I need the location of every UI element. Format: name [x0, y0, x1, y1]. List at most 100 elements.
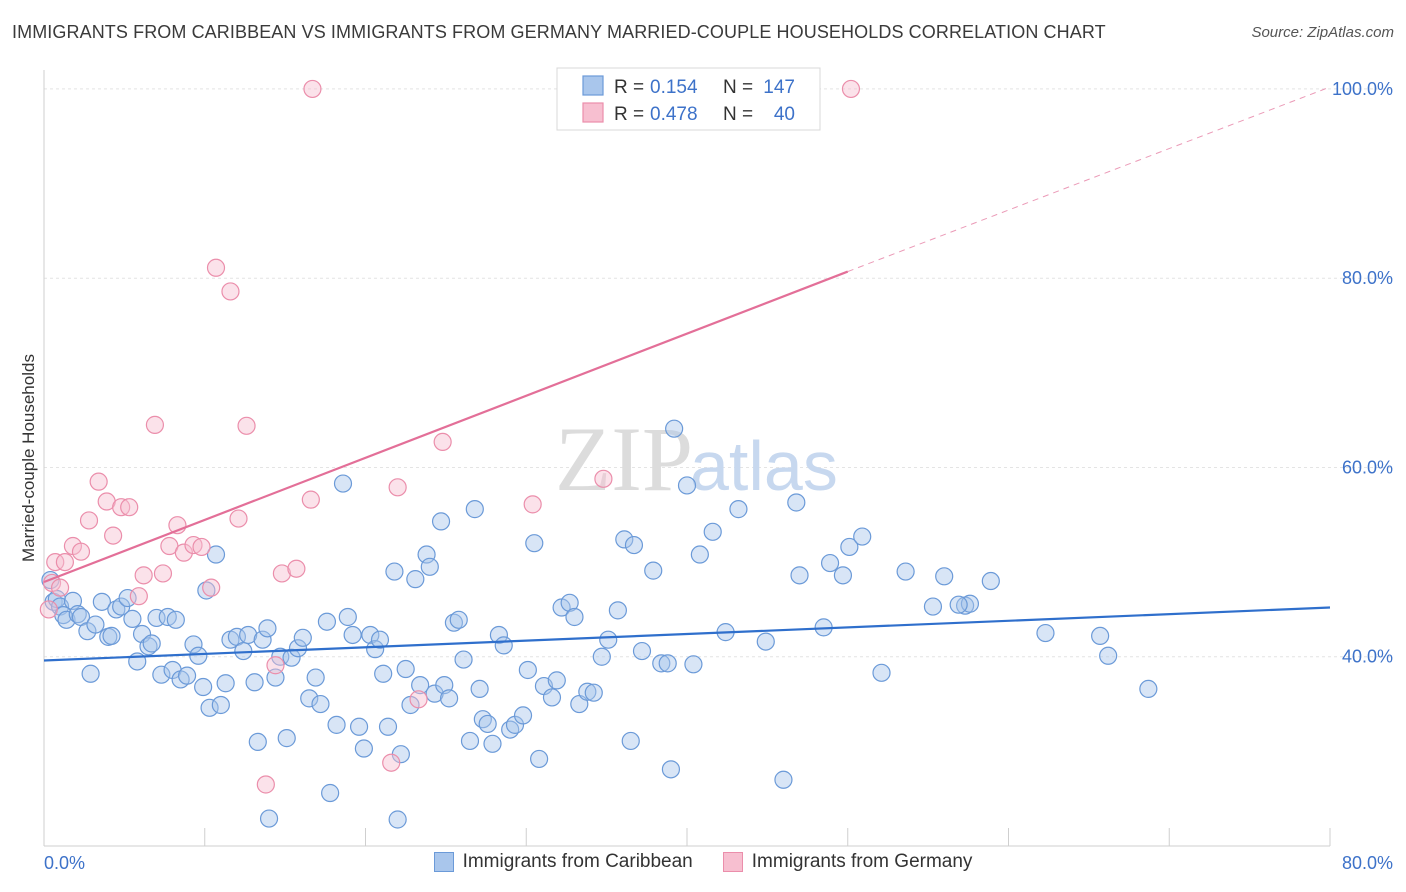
point-germany	[46, 552, 65, 572]
point-caribbean	[184, 635, 203, 654]
point-germany	[237, 416, 256, 435]
point-caribbean	[266, 668, 285, 687]
watermark-zip: ZIP	[555, 408, 693, 510]
point-germany	[174, 543, 193, 562]
point-caribbean	[449, 610, 468, 629]
point-caribbean	[677, 476, 697, 495]
point-caribbean	[277, 729, 296, 748]
point-germany	[266, 656, 285, 675]
point-germany	[382, 753, 401, 772]
series-germany-points	[39, 79, 861, 794]
point-germany	[206, 258, 226, 277]
point-caribbean	[454, 650, 473, 669]
point-germany	[303, 79, 322, 99]
y-tick-label: 80.0%	[1342, 268, 1393, 288]
point-germany	[841, 79, 861, 99]
point-caribbean	[206, 545, 226, 564]
point-germany	[104, 526, 123, 545]
point-caribbean	[790, 566, 809, 585]
point-germany	[388, 478, 407, 497]
point-caribbean	[833, 566, 853, 585]
y-tick-label: 100.0%	[1332, 79, 1393, 99]
point-caribbean	[57, 610, 76, 629]
point-caribbean	[483, 734, 502, 753]
point-germany	[523, 495, 542, 514]
point-caribbean	[118, 588, 137, 608]
point-caribbean	[840, 537, 859, 557]
point-caribbean	[68, 605, 87, 624]
point-caribbean	[102, 626, 121, 646]
point-caribbean	[584, 683, 603, 702]
point-caribbean	[92, 592, 111, 611]
point-caribbean	[245, 673, 264, 692]
point-caribbean	[293, 628, 312, 647]
point-caribbean	[756, 632, 775, 651]
point-germany	[50, 578, 70, 597]
point-caribbean	[396, 659, 415, 679]
point-caribbean	[530, 749, 549, 769]
point-caribbean	[820, 553, 840, 573]
y-tick-label: 60.0%	[1342, 457, 1393, 477]
x-tick-label-max: 80.0%	[1342, 853, 1393, 873]
point-caribbean	[411, 676, 430, 695]
legend-top-r-value-2: 0.478	[650, 104, 698, 125]
point-caribbean	[385, 562, 404, 581]
legend-swatch-germany	[722, 852, 743, 872]
point-caribbean	[420, 557, 439, 576]
point-caribbean	[177, 666, 197, 685]
point-caribbean	[489, 625, 509, 645]
point-germany	[120, 498, 139, 517]
point-germany	[89, 472, 108, 491]
point-caribbean	[465, 500, 484, 519]
point-germany	[229, 509, 248, 528]
x-ticks	[43, 828, 1331, 846]
point-caribbean	[729, 500, 748, 519]
point-caribbean	[658, 654, 677, 673]
point-caribbean	[216, 674, 235, 693]
point-caribbean	[239, 625, 258, 645]
legend-item-germany[interactable]: Immigrants from Germany	[722, 851, 972, 873]
point-caribbean	[259, 809, 279, 828]
point-caribbean	[354, 739, 373, 758]
point-caribbean	[935, 567, 954, 586]
point-caribbean	[787, 493, 806, 512]
legend-item-caribbean[interactable]: Immigrants from Caribbean	[433, 851, 693, 873]
point-caribbean	[333, 474, 353, 493]
point-caribbean	[1091, 626, 1110, 646]
point-caribbean	[872, 663, 891, 682]
y-axis-label: Married-couple Households	[19, 354, 38, 562]
trend-lines	[43, 86, 1331, 662]
point-germany	[55, 552, 74, 572]
point-germany	[287, 559, 306, 578]
point-germany	[409, 690, 428, 709]
point-caribbean	[661, 760, 681, 779]
point-caribbean	[349, 717, 369, 736]
watermark: ZIP atlas	[555, 408, 838, 510]
point-caribbean	[189, 646, 208, 665]
source-label: Source: ZipAtlas.com	[1251, 24, 1394, 41]
point-caribbean	[343, 625, 362, 645]
point-caribbean	[1139, 679, 1158, 699]
y-tick-label: 40.0%	[1342, 647, 1393, 667]
point-caribbean	[197, 581, 216, 600]
point-caribbean	[547, 671, 566, 690]
point-germany	[79, 511, 99, 530]
point-germany	[433, 432, 452, 452]
grid-lines	[44, 88, 1394, 658]
point-caribbean	[388, 810, 407, 829]
point-caribbean	[139, 637, 158, 656]
legend-top-n-label-2: N =	[723, 104, 753, 125]
legend-swatch-caribbean	[433, 852, 454, 872]
point-caribbean	[306, 668, 325, 687]
point-germany	[256, 775, 275, 794]
point-caribbean	[200, 698, 219, 717]
point-caribbean	[378, 717, 398, 736]
point-caribbean	[632, 641, 652, 661]
point-caribbean	[81, 664, 100, 683]
point-caribbean	[86, 615, 105, 634]
point-caribbean	[431, 512, 451, 531]
point-caribbean	[478, 714, 497, 734]
point-caribbean	[361, 625, 380, 645]
point-caribbean	[494, 636, 513, 655]
point-caribbean	[592, 647, 611, 666]
